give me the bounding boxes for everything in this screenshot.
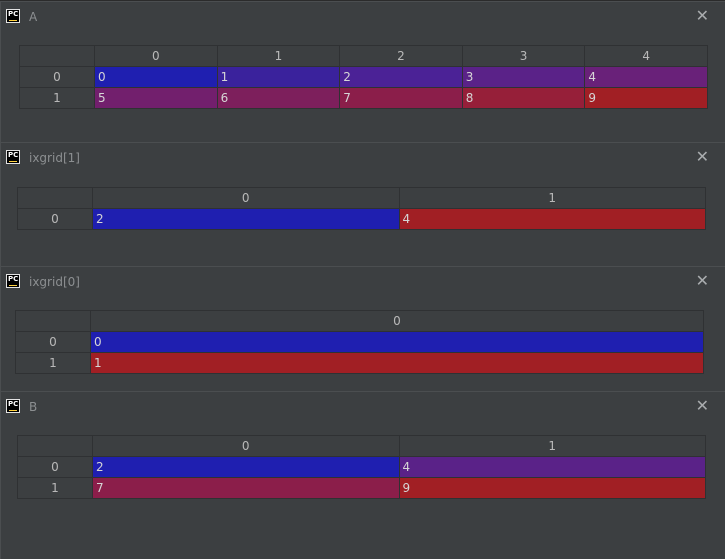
row-header[interactable]: 1 (19, 87, 95, 109)
data-grid: 0 1 0 2 4 (17, 187, 706, 230)
data-grid: 0 1 0 2 4 1 7 9 (17, 435, 706, 499)
window-title: ixgrid[0] (29, 275, 80, 289)
close-icon[interactable]: ✕ (695, 6, 709, 25)
grid-corner (19, 45, 95, 67)
table-row: 1 7 9 (17, 477, 706, 499)
table-cell[interactable]: 9 (398, 477, 706, 499)
row-header[interactable]: 0 (19, 66, 95, 88)
window-title: B (29, 400, 38, 414)
pycharm-icon: PC (6, 9, 20, 23)
column-header[interactable]: 1 (398, 187, 706, 209)
column-header[interactable]: 0 (94, 45, 218, 67)
table-cell[interactable]: 4 (398, 456, 706, 478)
window-titlebar: PC ixgrid[1] ✕ (1, 143, 725, 173)
column-header[interactable]: 0 (90, 310, 704, 332)
dataframe-window-a: PC A ✕ 0 1 2 3 4 0 0 1 2 3 4 (0, 1, 725, 142)
table-cell[interactable]: 9 (584, 87, 708, 109)
close-icon[interactable]: ✕ (695, 147, 709, 166)
row-header[interactable]: 0 (17, 456, 93, 478)
table-cell[interactable]: 4 (398, 208, 706, 230)
grid-corner (15, 310, 91, 332)
table-cell[interactable]: 8 (461, 87, 586, 109)
window-titlebar: PC A ✕ (1, 2, 725, 32)
table-cell[interactable]: 7 (339, 87, 463, 109)
table-cell[interactable]: 0 (94, 66, 218, 88)
table-cell[interactable]: 7 (92, 477, 400, 499)
data-grid: 0 1 2 3 4 0 0 1 2 3 4 1 5 6 7 8 9 (19, 45, 708, 109)
table-cell[interactable]: 2 (92, 456, 400, 478)
table-row: 0 0 (15, 331, 704, 353)
grid-corner (17, 435, 93, 457)
column-header[interactable]: 3 (461, 45, 586, 67)
table-cell[interactable]: 6 (216, 87, 341, 109)
data-grid: 0 0 0 1 1 (15, 310, 704, 374)
close-icon[interactable]: ✕ (695, 396, 709, 415)
row-header[interactable]: 0 (17, 208, 93, 230)
table-cell[interactable]: 1 (90, 352, 704, 374)
pycharm-icon: PC (6, 274, 20, 288)
table-cell[interactable]: 4 (584, 66, 708, 88)
column-header[interactable]: 4 (584, 45, 708, 67)
pycharm-icon: PC (6, 399, 20, 413)
column-header[interactable]: 1 (398, 435, 706, 457)
column-header[interactable]: 1 (216, 45, 341, 67)
dataframe-window-ixgrid-0: PC ixgrid[0] ✕ 0 0 0 1 1 (0, 266, 725, 392)
grid-corner (17, 187, 93, 209)
table-row: 0 0 1 2 3 4 (19, 66, 708, 88)
table-row: 0 2 4 (17, 208, 706, 230)
window-titlebar: PC ixgrid[0] ✕ (1, 267, 725, 297)
row-header[interactable]: 1 (15, 352, 91, 374)
column-header[interactable]: 2 (339, 45, 463, 67)
pycharm-icon: PC (6, 150, 20, 164)
row-header[interactable]: 1 (17, 477, 93, 499)
window-title: A (29, 10, 38, 24)
window-titlebar: PC B ✕ (1, 392, 725, 422)
dataframe-window-b: PC B ✕ 0 1 0 2 4 1 7 9 (0, 391, 725, 559)
table-row: 1 5 6 7 8 9 (19, 87, 708, 109)
row-header[interactable]: 0 (15, 331, 91, 353)
table-cell[interactable]: 1 (216, 66, 341, 88)
close-icon[interactable]: ✕ (695, 271, 709, 290)
column-header[interactable]: 0 (92, 435, 400, 457)
table-row: 1 1 (15, 352, 704, 374)
window-title: ixgrid[1] (29, 151, 80, 165)
table-cell[interactable]: 3 (461, 66, 586, 88)
table-cell[interactable]: 0 (90, 331, 704, 353)
table-cell[interactable]: 2 (339, 66, 463, 88)
table-cell[interactable]: 2 (92, 208, 400, 230)
column-header[interactable]: 0 (92, 187, 400, 209)
table-row: 0 2 4 (17, 456, 706, 478)
table-cell[interactable]: 5 (94, 87, 218, 109)
dataframe-window-ixgrid-1: PC ixgrid[1] ✕ 0 1 0 2 4 (0, 142, 725, 267)
